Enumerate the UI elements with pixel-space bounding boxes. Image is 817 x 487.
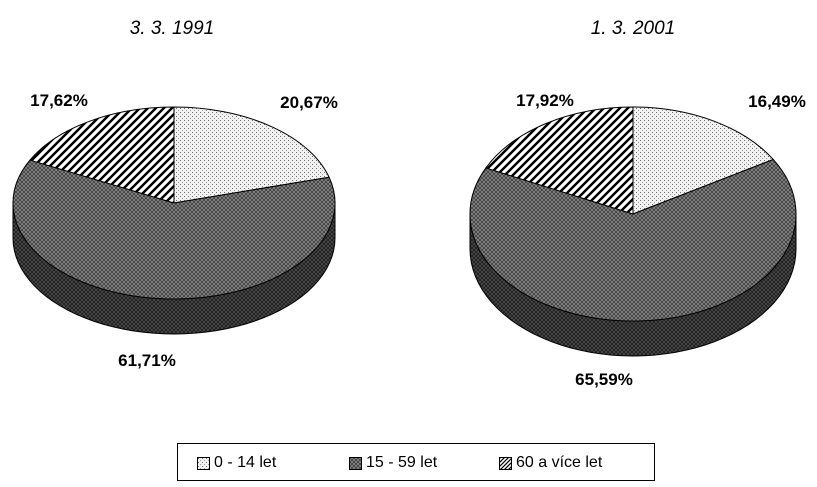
data-label-60-plus: 17,92% (516, 91, 574, 110)
legend-swatch-0-14 (197, 456, 210, 470)
legend-swatch-15-59 (349, 456, 362, 470)
data-label-15-59: 65,59% (575, 370, 633, 389)
chart-title: 1. 3. 2001 (591, 18, 676, 39)
legend-swatch-60-plus (499, 456, 512, 470)
legend-item-60-plus: 60 a více let (499, 454, 602, 472)
data-label-0-14: 16,49% (748, 92, 806, 111)
pie-slice-60-plus (485, 106, 634, 215)
legend-item-15-59: 15 - 59 let (349, 454, 437, 472)
chart-title: 3. 3. 1991 (130, 18, 215, 39)
data-label-15-59: 61,71% (118, 351, 176, 370)
pie-chart-2: 1. 3. 2001 16,49% 65,59% 17,92% (469, 18, 806, 389)
data-label-60-plus: 17,62% (30, 91, 88, 110)
legend-item-0-14: 0 - 14 let (197, 454, 276, 472)
pie-top (469, 106, 797, 322)
pie-top (12, 106, 336, 300)
pie-slice-0-14 (173, 106, 330, 204)
legend-label-0-14: 0 - 14 let (214, 454, 277, 471)
pie-slice-15-59 (12, 159, 336, 300)
legend-label-15-59: 15 - 59 let (366, 454, 438, 471)
data-label-0-14: 20,67% (280, 93, 338, 112)
pie-slice-60-plus (29, 106, 175, 204)
pie-slice-15-59 (469, 158, 797, 322)
legend-label-60-plus: 60 a více let (516, 454, 603, 471)
pie-chart-1: 3. 3. 1991 20,67% 61,71% 17,62% (12, 18, 338, 370)
pie-slice-0-14 (632, 106, 774, 215)
legend: 0 - 14 let 15 - 59 let 60 a více let (177, 443, 655, 481)
